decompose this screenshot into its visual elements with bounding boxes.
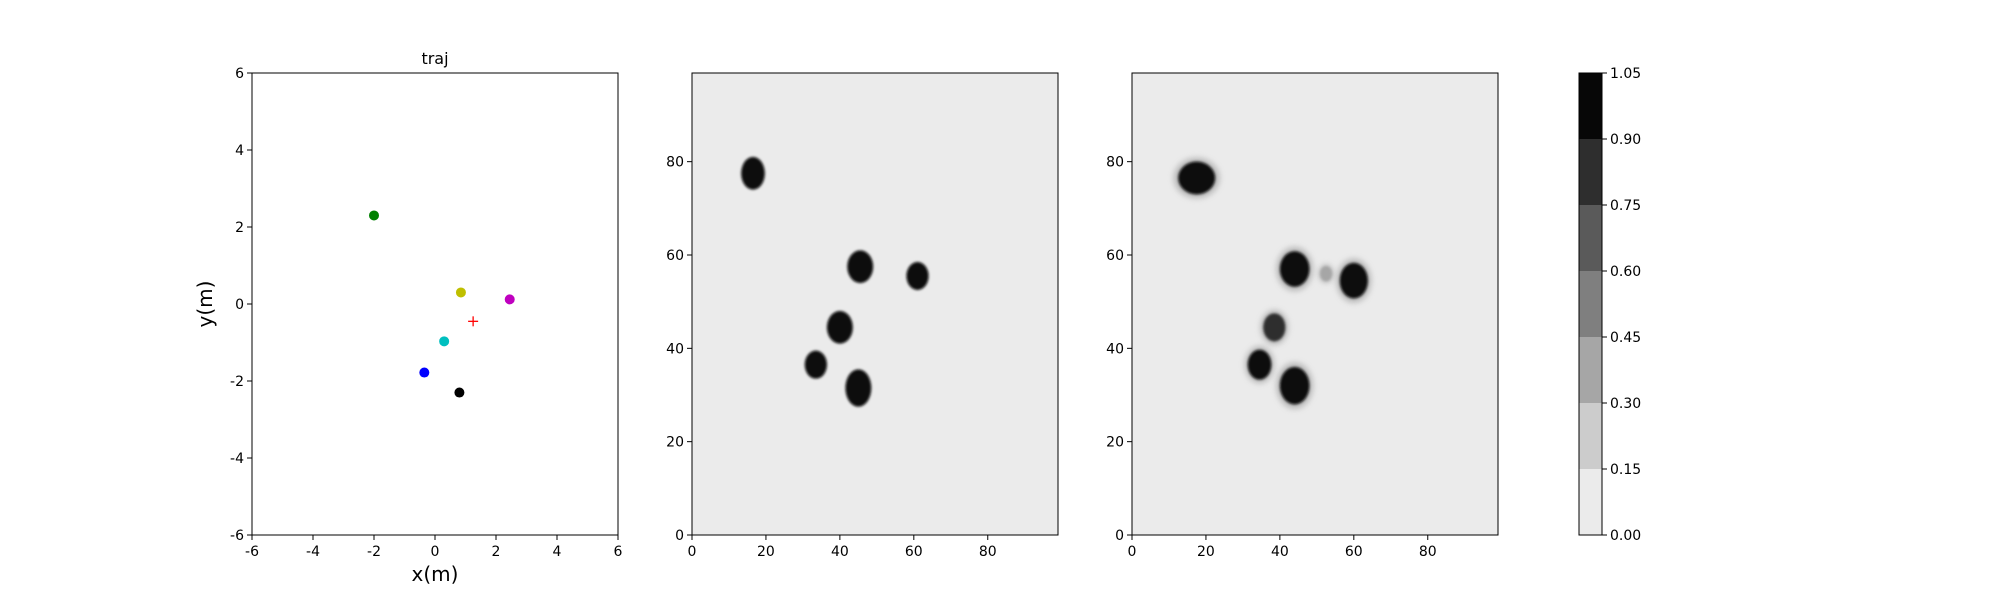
occupancy-map-1-x-tick-label: 0 [688, 544, 697, 560]
occupancy-map-1-x-tick-label: 20 [757, 544, 775, 560]
colorbar: 0.00 0.15 0.30 0.45 0.60 0.75 0.90 1.05 [1578, 66, 1641, 544]
colorbar-tick-label: 0.00 [1610, 528, 1641, 544]
occupancy-map-2-blob [1318, 264, 1334, 283]
colorbar-bands [1579, 73, 1602, 535]
colorbar-band [1579, 337, 1602, 403]
trajectory-x-tick-label: 2 [492, 544, 501, 560]
occupancy-map-1-x-tick-label: 40 [831, 544, 849, 560]
trajectory-y-tick-label: 6 [235, 66, 244, 82]
occupancy-map-1-x-tick-label: 60 [905, 544, 923, 560]
occupancy-map-1-x-ticks: 0 20 40 60 80 [688, 535, 997, 560]
colorbar-band [1579, 139, 1602, 205]
occupancy-map-1-blob [826, 311, 853, 344]
occupancy-map-2-blob [1336, 258, 1372, 303]
occupancy-map-1-x-tick-label: 80 [979, 544, 997, 560]
occupancy-map-2-y-tick-label: 40 [1106, 341, 1124, 357]
occupancy-map-1-y-tick-label: 80 [666, 155, 684, 171]
trajectory-x-ticks: -6 -4 -2 0 2 4 6 [245, 535, 623, 560]
trajectory-title: traj [421, 49, 448, 68]
occupancy-map-2: 0 20 40 60 80 0 20 40 60 80 [1106, 72, 1499, 560]
trajectory-x-tick-label: 4 [553, 544, 562, 560]
occupancy-map-2-x-tick-label: 20 [1197, 544, 1215, 560]
occupancy-map-2-y-tick-label: 60 [1106, 248, 1124, 264]
occupancy-map-1-background [692, 73, 1058, 535]
trajectory-x-tick-label: 6 [614, 544, 623, 560]
trajectory-plot: -6 -4 -2 0 2 4 6 -6 -4 -2 0 2 4 6 traj x(m) y(m) [193, 49, 623, 586]
occupancy-map-2-frame [1131, 72, 1499, 536]
occupancy-map-2-blob [1260, 309, 1289, 345]
colorbar-ticks: 0.00 0.15 0.30 0.45 0.60 0.75 0.90 1.05 [1602, 66, 1641, 544]
trajectory-x-tick-label: -4 [306, 544, 320, 560]
trajectory-point [419, 367, 430, 378]
trajectory-y-tick-label: -6 [230, 528, 244, 544]
trajectory-x-axis-label: x(m) [412, 562, 459, 586]
occupancy-map-2-y-tick-label: 80 [1106, 155, 1124, 171]
occupancy-map-2-x-ticks: 0 20 40 60 80 [1128, 535, 1437, 560]
trajectory-point [455, 287, 466, 298]
occupancy-map-1-y-tick-label: 60 [666, 248, 684, 264]
colorbar-tick-label: 0.75 [1610, 198, 1641, 214]
colorbar-band [1579, 205, 1602, 271]
trajectory-plot-frame [251, 72, 619, 536]
trajectory-point [439, 336, 450, 347]
occupancy-map-1-y-tick-label: 20 [666, 435, 684, 451]
trajectory-y-tick-label: -4 [230, 451, 244, 467]
trajectory-y-tick-label: 0 [235, 297, 244, 313]
occupancy-map-2-y-tick-label: 0 [1115, 528, 1124, 544]
occupancy-map-1-blobs [741, 157, 929, 407]
occupancy-map-2-x-tick-label: 0 [1128, 544, 1137, 560]
colorbar-tick-label: 0.15 [1610, 462, 1641, 478]
occupancy-map-2-background [1132, 73, 1498, 535]
occupancy-map-1-y-tick-label: 0 [675, 528, 684, 544]
occupancy-map-2-blob [1244, 346, 1275, 384]
occupancy-map-2-x-tick-label: 60 [1345, 544, 1363, 560]
trajectory-y-tick-label: 2 [235, 220, 244, 236]
occupancy-map-1-blob [741, 157, 765, 190]
trajectory-y-axis-label: y(m) [193, 281, 217, 328]
colorbar-frame [1578, 72, 1603, 536]
colorbar-tick-label: 1.05 [1610, 66, 1641, 82]
colorbar-tick-label: 0.90 [1610, 132, 1641, 148]
occupancy-map-2-y-ticks: 0 20 40 60 80 [1106, 155, 1132, 544]
occupancy-map-1-blob [906, 262, 929, 290]
occupancy-map-1-blob [804, 350, 827, 379]
colorbar-band [1579, 271, 1602, 337]
occupancy-map-2-blob [1173, 157, 1220, 199]
colorbar-band [1579, 469, 1602, 535]
trajectory-x-tick-label: -6 [245, 544, 259, 560]
occupancy-map-1-y-ticks: 0 20 40 60 80 [666, 155, 692, 544]
trajectory-point [369, 210, 379, 221]
trajectory-point [454, 387, 465, 398]
trajectory-points [369, 210, 515, 398]
colorbar-tick-label: 0.30 [1610, 396, 1641, 412]
occupancy-map-2-blobs [1173, 157, 1372, 409]
occupancy-map-2-x-tick-label: 40 [1271, 544, 1289, 560]
occupancy-map-1-frame [691, 72, 1059, 536]
occupancy-map-2-blob [1276, 362, 1314, 409]
occupancy-map-2-y-tick-label: 20 [1106, 435, 1124, 451]
colorbar-band [1579, 403, 1602, 469]
occupancy-map-2-blob [1276, 246, 1314, 292]
colorbar-tick-label: 0.60 [1610, 264, 1641, 280]
occupancy-map-2-x-tick-label: 80 [1419, 544, 1437, 560]
trajectory-x-tick-label: 0 [431, 544, 440, 560]
occupancy-map-1-y-tick-label: 40 [666, 341, 684, 357]
trajectory-y-tick-label: -2 [230, 374, 244, 390]
colorbar-tick-label: 0.45 [1610, 330, 1641, 346]
trajectory-target-marker [468, 316, 479, 327]
occupancy-map-1: 0 20 40 60 80 0 20 40 60 80 [666, 72, 1059, 560]
trajectory-y-ticks: -6 -4 -2 0 2 4 6 [230, 66, 252, 544]
trajectory-x-tick-label: -2 [367, 544, 381, 560]
colorbar-band [1579, 73, 1602, 139]
occupancy-map-1-blob [845, 369, 872, 407]
occupancy-map-1-blob [847, 250, 874, 283]
trajectory-y-tick-label: 4 [235, 143, 244, 159]
trajectory-point [504, 294, 515, 305]
